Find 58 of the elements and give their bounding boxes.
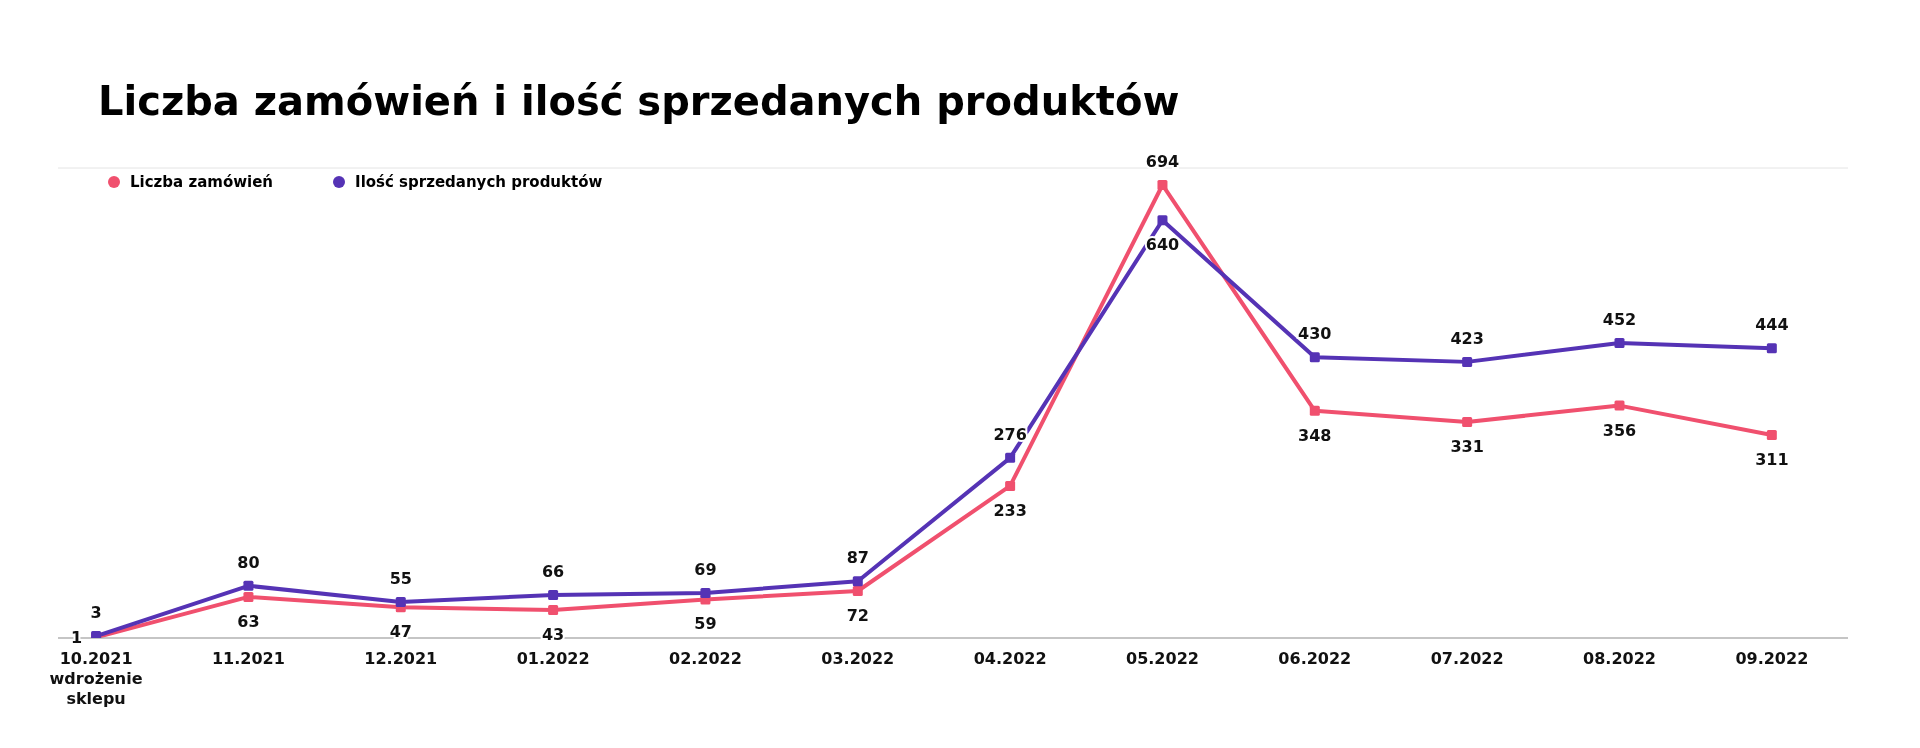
- data-label: 1: [70, 628, 83, 648]
- x-tick-label: 05.2022: [1126, 649, 1199, 668]
- point: [1462, 356, 1473, 367]
- x-tick-label: 07.2022: [1430, 649, 1504, 668]
- point: [243, 591, 254, 602]
- point: [1309, 405, 1320, 416]
- legend-label: Ilość sprzedanych produktów: [355, 173, 603, 191]
- data-label: 444: [1755, 315, 1789, 335]
- data-label: 348: [1298, 425, 1332, 445]
- data-label: 63: [237, 611, 260, 631]
- point: [1005, 452, 1016, 463]
- data-label: 80: [237, 552, 260, 572]
- point: [1614, 337, 1625, 348]
- data-label: 356: [1602, 420, 1637, 440]
- point: [1462, 416, 1473, 427]
- point: [1309, 352, 1320, 363]
- data-label: 3: [90, 603, 102, 623]
- x-tick-label: 03.2022: [821, 649, 895, 668]
- data-label: 452: [1602, 309, 1637, 329]
- data-label: 66: [541, 561, 565, 581]
- x-tick-label: 12.2021: [364, 649, 438, 668]
- data-label: 59: [694, 614, 717, 634]
- point: [700, 587, 711, 598]
- data-label: 69: [694, 559, 717, 579]
- data-label: 430: [1298, 324, 1332, 344]
- point: [548, 604, 559, 615]
- point: [548, 589, 559, 600]
- point: [1157, 215, 1168, 226]
- data-label: 72: [846, 606, 869, 625]
- point: [852, 586, 863, 596]
- x-tick-label: 04.2022: [973, 649, 1047, 668]
- point: [852, 576, 863, 587]
- point: [1005, 480, 1016, 491]
- x-tick-label: 09.2022: [1735, 649, 1809, 668]
- x-tick-label: 06.2022: [1278, 649, 1352, 668]
- point: [1766, 429, 1777, 440]
- data-label: 311: [1755, 449, 1789, 469]
- data-label: 331: [1450, 436, 1484, 456]
- data-label: 47: [389, 622, 412, 642]
- point: [1766, 343, 1777, 354]
- x-tick-label: 10.2021 wdrożenie sklepu: [49, 649, 143, 708]
- legend-label: Liczba zamówień: [130, 173, 274, 191]
- data-label: 423: [1450, 328, 1484, 348]
- point: [1614, 400, 1625, 411]
- data-label: 55: [389, 569, 412, 589]
- x-tick-label: 08.2022: [1583, 649, 1656, 668]
- data-label: 694: [1145, 151, 1180, 171]
- x-tick-label: 02.2022: [669, 649, 742, 668]
- point: [243, 580, 254, 591]
- point: [1157, 179, 1168, 190]
- x-tick-label: 11.2021: [211, 649, 285, 668]
- point: [395, 597, 406, 608]
- data-label: 640: [1145, 235, 1180, 255]
- data-label: 43: [541, 624, 565, 644]
- data-label: 87: [846, 548, 869, 568]
- x-tick-label: 01.2022: [516, 649, 590, 668]
- data-label: 233: [993, 500, 1027, 520]
- chart-title: Liczba zamówień i ilość sprzedanych produktów: [98, 78, 1180, 124]
